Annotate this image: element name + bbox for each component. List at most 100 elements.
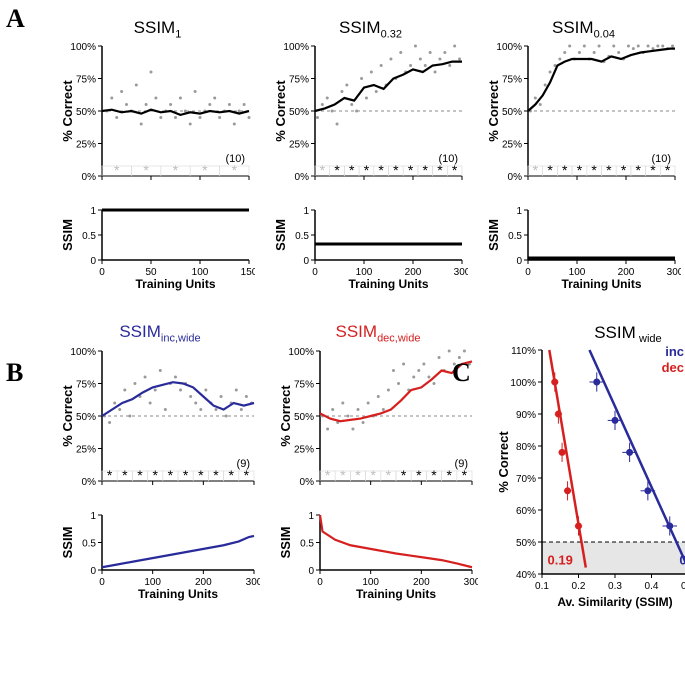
svg-text:0.19: 0.19 bbox=[548, 553, 573, 568]
svg-text:0: 0 bbox=[99, 577, 105, 588]
svg-text:*: * bbox=[152, 467, 158, 483]
svg-text:dec: dec bbox=[662, 360, 684, 375]
panel-label-c: C bbox=[452, 358, 471, 388]
svg-text:0.5: 0.5 bbox=[82, 231, 96, 242]
svg-text:SSIM: SSIM bbox=[273, 219, 288, 251]
svg-text:90%: 90% bbox=[516, 410, 536, 421]
svg-text:*: * bbox=[650, 162, 656, 178]
svg-text:100%: 100% bbox=[70, 347, 96, 358]
svg-text:SSIM: SSIM bbox=[486, 219, 501, 251]
svg-text:*: * bbox=[408, 162, 414, 178]
svg-text:25%: 25% bbox=[76, 140, 96, 151]
panel-label-b: B bbox=[6, 358, 23, 388]
svg-text:SSIM: SSIM bbox=[60, 219, 75, 251]
svg-text:100%: 100% bbox=[510, 378, 536, 389]
svg-text:75%: 75% bbox=[502, 75, 522, 86]
svg-text:Av. Similarity (SSIM): Av. Similarity (SSIM) bbox=[557, 595, 672, 609]
svg-text:% Correct: % Correct bbox=[486, 80, 501, 142]
svg-text:0.5: 0.5 bbox=[300, 538, 314, 549]
row-b: SSIMinc,wide0%25%50%75%100%(9)**********… bbox=[60, 322, 478, 612]
svg-text:*: * bbox=[137, 467, 143, 483]
svg-text:*: * bbox=[364, 162, 370, 178]
svg-text:1: 1 bbox=[90, 206, 96, 217]
svg-text:0.46: 0.46 bbox=[679, 553, 685, 568]
svg-text:SSIM: SSIM bbox=[278, 526, 293, 558]
svg-text:*: * bbox=[143, 162, 149, 178]
svg-text:300: 300 bbox=[464, 577, 478, 588]
svg-text:% Correct: % Correct bbox=[60, 384, 75, 446]
svg-text:*: * bbox=[533, 162, 539, 178]
svg-text:*: * bbox=[228, 467, 234, 483]
svg-text:0: 0 bbox=[317, 577, 323, 588]
svg-text:*: * bbox=[320, 162, 326, 178]
svg-text:0: 0 bbox=[516, 256, 522, 267]
svg-text:60%: 60% bbox=[516, 506, 536, 517]
svg-text:100%: 100% bbox=[283, 42, 309, 53]
svg-text:50%: 50% bbox=[76, 412, 96, 423]
svg-text:*: * bbox=[452, 162, 458, 178]
row-a: SSIM10%25%50%75%100%(10)*****00.51050100… bbox=[60, 18, 681, 292]
svg-text:*: * bbox=[114, 162, 120, 178]
svg-text:25%: 25% bbox=[289, 140, 309, 151]
svg-text:0%: 0% bbox=[82, 477, 97, 488]
panel-label-a: A bbox=[6, 4, 25, 34]
svg-text:80%: 80% bbox=[516, 442, 536, 453]
svg-text:*: * bbox=[386, 467, 392, 483]
svg-text:*: * bbox=[393, 162, 399, 178]
svg-text:300: 300 bbox=[667, 267, 681, 278]
svg-text:75%: 75% bbox=[76, 75, 96, 86]
svg-text:0: 0 bbox=[312, 267, 318, 278]
svg-text:0.1: 0.1 bbox=[535, 581, 549, 592]
svg-text:*: * bbox=[355, 467, 361, 483]
svg-text:*: * bbox=[423, 162, 429, 178]
svg-text:300: 300 bbox=[246, 577, 260, 588]
svg-text:*: * bbox=[370, 467, 376, 483]
svg-text:0: 0 bbox=[90, 566, 96, 577]
svg-text:*: * bbox=[446, 467, 452, 483]
svg-text:0: 0 bbox=[90, 256, 96, 267]
svg-text:Training Units: Training Units bbox=[356, 587, 436, 601]
svg-text:110%: 110% bbox=[511, 346, 536, 357]
svg-text:1: 1 bbox=[303, 206, 309, 217]
svg-text:0: 0 bbox=[99, 267, 105, 278]
svg-text:0.5: 0.5 bbox=[508, 231, 522, 242]
svg-text:*: * bbox=[437, 162, 443, 178]
svg-text:1: 1 bbox=[308, 511, 314, 522]
svg-text:*: * bbox=[547, 162, 553, 178]
svg-text:0.5: 0.5 bbox=[681, 581, 685, 592]
svg-text:*: * bbox=[244, 467, 250, 483]
svg-text:wide: wide bbox=[638, 333, 662, 345]
svg-text:0: 0 bbox=[303, 256, 309, 267]
svg-text:0%: 0% bbox=[82, 172, 97, 183]
svg-text:50%: 50% bbox=[289, 107, 309, 118]
svg-text:75%: 75% bbox=[294, 379, 314, 390]
svg-text:1: 1 bbox=[516, 206, 522, 217]
svg-text:*: * bbox=[591, 162, 597, 178]
svg-text:*: * bbox=[340, 467, 346, 483]
svg-text:150: 150 bbox=[241, 267, 255, 278]
svg-text:*: * bbox=[168, 467, 174, 483]
svg-text:40%: 40% bbox=[516, 570, 536, 581]
svg-text:0.2: 0.2 bbox=[572, 581, 586, 592]
panel-c: 40%50%60%70%80%90%100%110%0.10.20.30.40.… bbox=[496, 322, 685, 612]
svg-text:100%: 100% bbox=[496, 42, 522, 53]
svg-text:*: * bbox=[325, 467, 331, 483]
svg-text:*: * bbox=[401, 467, 407, 483]
svg-text:*: * bbox=[431, 467, 437, 483]
svg-text:0%: 0% bbox=[508, 172, 523, 183]
svg-text:0%: 0% bbox=[300, 477, 315, 488]
svg-text:*: * bbox=[183, 467, 189, 483]
svg-text:25%: 25% bbox=[76, 444, 96, 455]
svg-text:0: 0 bbox=[525, 267, 531, 278]
svg-text:0.3: 0.3 bbox=[608, 581, 622, 592]
svg-text:0%: 0% bbox=[295, 172, 310, 183]
svg-text:Training Units: Training Units bbox=[138, 587, 218, 601]
svg-text:*: * bbox=[378, 162, 384, 178]
svg-text:% Correct: % Correct bbox=[496, 431, 511, 493]
svg-text:inc: inc bbox=[665, 344, 684, 359]
svg-text:*: * bbox=[562, 162, 568, 178]
svg-text:*: * bbox=[107, 467, 113, 483]
svg-text:*: * bbox=[213, 467, 219, 483]
svg-text:*: * bbox=[636, 162, 642, 178]
svg-text:*: * bbox=[416, 467, 422, 483]
